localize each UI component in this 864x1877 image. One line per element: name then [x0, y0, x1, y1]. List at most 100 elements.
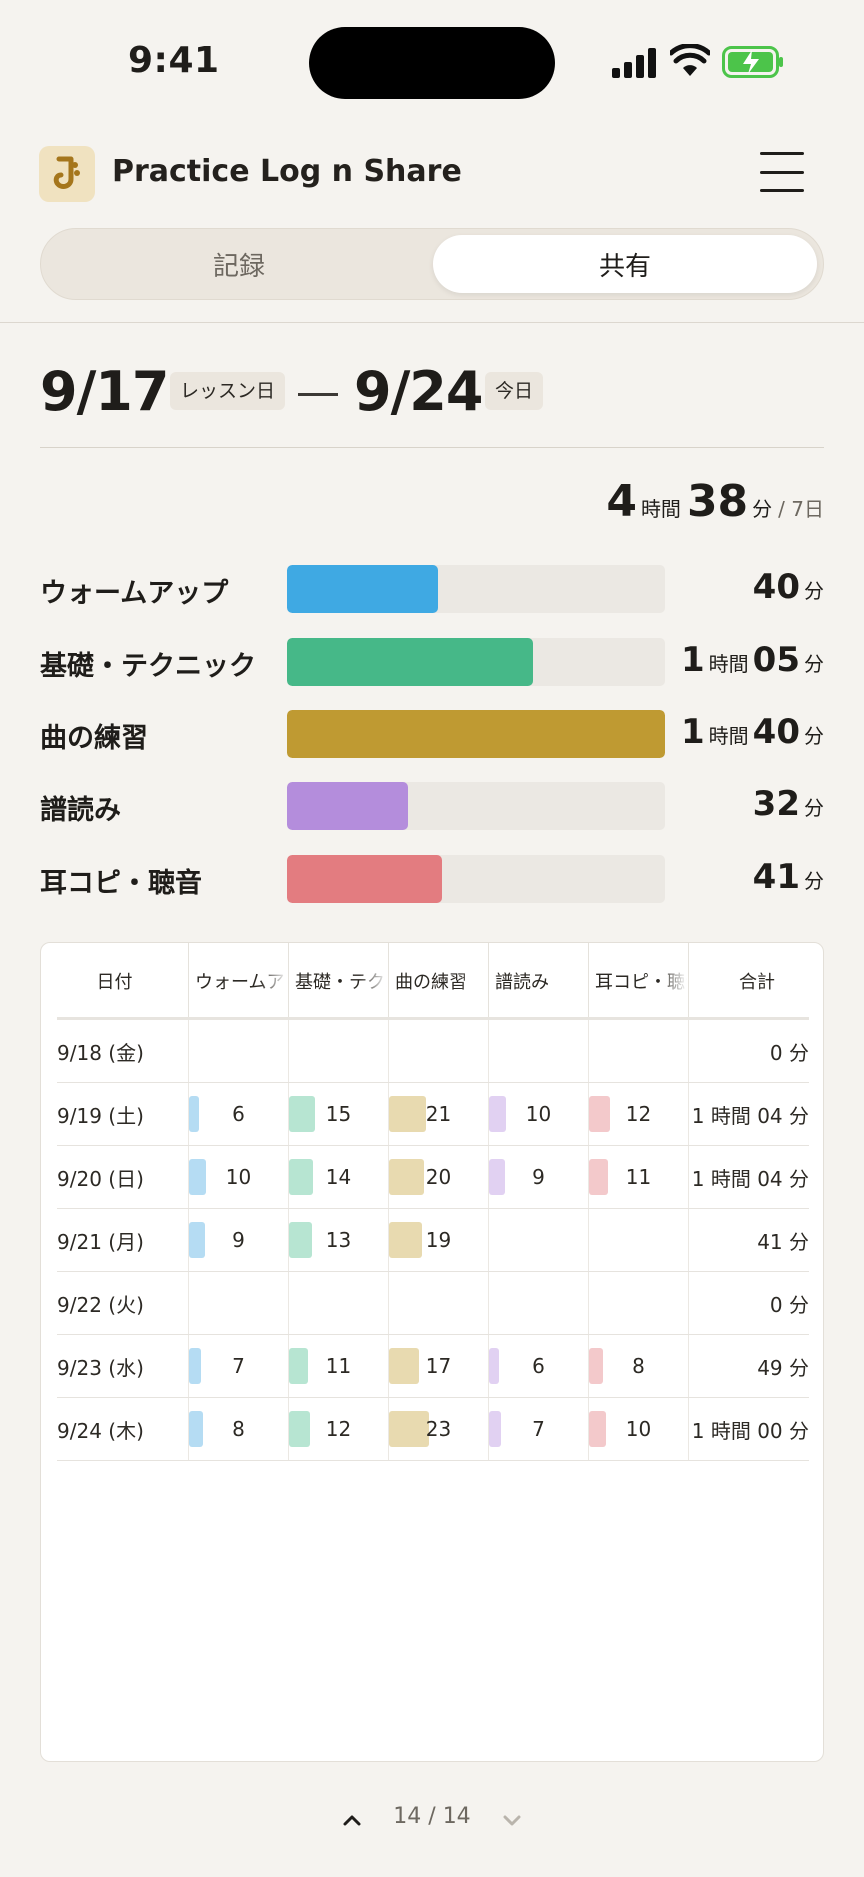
- dynamic-island: [309, 27, 555, 99]
- date-range: 9/17 レッスン日 9/24 今日: [40, 360, 824, 424]
- minutes-value: 14: [325, 1165, 352, 1189]
- category-label: 曲の練習: [40, 723, 148, 754]
- category-bar-track: [287, 855, 665, 903]
- mini-bar: [189, 1222, 205, 1258]
- chevron-down-icon[interactable]: [498, 1806, 526, 1834]
- row-total-cell: 1 時間 04 分: [691, 1166, 809, 1191]
- cellular-signal-icon: [612, 48, 656, 78]
- column-header[interactable]: 耳コピ・聴音: [589, 943, 689, 1019]
- duration-unit: 時間: [708, 652, 749, 676]
- minutes-value: 6: [532, 1354, 545, 1378]
- tab-record[interactable]: 記録: [212, 251, 265, 282]
- category-bar-fill: [287, 782, 408, 830]
- tab-share[interactable]: 共有: [433, 235, 817, 293]
- column-header[interactable]: 日付: [41, 943, 189, 1019]
- table-header: 日付 ウォームアップ基礎・テクニック曲の練習 譜読み 耳コピ・聴音 合計: [41, 943, 823, 1019]
- date-cell: 9/19 (土): [41, 1083, 189, 1145]
- minutes-cell: 6: [489, 1335, 589, 1397]
- mini-bar: [489, 1096, 506, 1132]
- duration-unit: 時間: [708, 724, 749, 748]
- column-header[interactable]: ウォームアップ: [189, 943, 289, 1019]
- row-divider: [57, 1271, 809, 1272]
- category-row: 基礎・テクニック 1 時間 05 分: [40, 638, 824, 686]
- mini-bar: [289, 1348, 308, 1384]
- minutes-value: 11: [625, 1165, 652, 1189]
- range-divider: [40, 447, 824, 448]
- minutes-value: 21: [425, 1102, 452, 1126]
- column-header[interactable]: 基礎・テクニック: [289, 943, 389, 1019]
- duration-unit: 分: [804, 724, 824, 748]
- category-bar-fill: [287, 710, 665, 758]
- status-time: 9:41: [128, 40, 220, 81]
- column-header[interactable]: 曲の練習: [389, 943, 489, 1019]
- column-header-label: 曲の練習: [395, 972, 467, 993]
- range-start-date: 9/17: [40, 360, 169, 423]
- today-badge: 今日: [485, 372, 544, 410]
- mini-bar: [589, 1348, 603, 1384]
- duration-number: 1: [681, 712, 705, 752]
- mini-bar: [289, 1411, 310, 1447]
- minutes-value: 7: [232, 1354, 245, 1378]
- total-hours-unit: 時間: [640, 497, 681, 521]
- minutes-cell: [189, 1020, 289, 1082]
- minutes-cell: 15: [289, 1083, 389, 1145]
- minutes-cell: 14: [289, 1146, 389, 1208]
- duration-number: 05: [752, 640, 800, 680]
- duration-number: 40: [752, 567, 800, 607]
- duration-unit: 分: [804, 579, 824, 603]
- column-header-label: 合計: [739, 972, 775, 993]
- row-total-cell: 49 分: [757, 1355, 809, 1380]
- category-bar-fill: [287, 855, 442, 903]
- mini-bar: [289, 1159, 313, 1195]
- minutes-value: 12: [325, 1417, 352, 1441]
- minutes-value: 15: [325, 1102, 352, 1126]
- date-cell: 9/24 (木): [41, 1398, 189, 1460]
- category-label: 基礎・テクニック: [40, 651, 256, 682]
- column-header-label: 耳コピ・聴音: [595, 972, 687, 993]
- mini-bar: [189, 1411, 203, 1447]
- total-days: / 7日: [778, 497, 824, 521]
- minutes-cell: 7: [189, 1335, 289, 1397]
- minutes-value: 13: [325, 1228, 352, 1252]
- category-label: 譜読み: [40, 795, 121, 826]
- minutes-value: 9: [532, 1165, 545, 1189]
- total-minutes: 38: [686, 476, 749, 527]
- mini-bar: [289, 1096, 315, 1132]
- minutes-value: 10: [225, 1165, 252, 1189]
- row-divider: [57, 1145, 809, 1146]
- minutes-cell: 11: [289, 1335, 389, 1397]
- minutes-value: 12: [625, 1102, 652, 1126]
- row-divider: [57, 1208, 809, 1209]
- minutes-cell: [489, 1272, 589, 1334]
- column-header[interactable]: 合計: [689, 943, 823, 1019]
- column-header-label: 日付: [96, 972, 133, 993]
- table-row: 9/24 (木) 8 12 23 7 10 1 時間 00 分: [41, 1398, 823, 1461]
- minutes-value: 7: [532, 1417, 545, 1441]
- mini-bar: [189, 1348, 201, 1384]
- category-bar-track: [287, 638, 665, 686]
- category-row: 譜読み 32 分: [40, 782, 824, 830]
- page-indicator: 14 / 14: [393, 1804, 471, 1829]
- minutes-cell: 17: [389, 1335, 489, 1397]
- row-divider: [57, 1460, 809, 1461]
- minutes-cell: [389, 1020, 489, 1082]
- minutes-cell: 13: [289, 1209, 389, 1271]
- minutes-value: 9: [232, 1228, 245, 1252]
- row-total-cell: 1 時間 04 分: [691, 1103, 809, 1128]
- chevron-up-icon[interactable]: [338, 1806, 366, 1834]
- minutes-cell: [489, 1020, 589, 1082]
- app-logo-saxophone-icon: [39, 146, 95, 202]
- category-bar-fill: [287, 565, 439, 613]
- minutes-cell: 12: [289, 1398, 389, 1460]
- category-bar-track: [287, 782, 665, 830]
- range-dash: [298, 393, 338, 396]
- minutes-cell: 7: [489, 1398, 589, 1460]
- minutes-value: 19: [425, 1228, 452, 1252]
- column-header[interactable]: 譜読み: [489, 943, 589, 1019]
- duration-number: 41: [752, 857, 800, 897]
- mini-bar: [389, 1411, 429, 1447]
- row-total-cell: 1 時間 00 分: [691, 1418, 809, 1443]
- mini-bar: [389, 1159, 424, 1195]
- minutes-cell: 9: [489, 1146, 589, 1208]
- hamburger-menu-icon[interactable]: [760, 152, 804, 192]
